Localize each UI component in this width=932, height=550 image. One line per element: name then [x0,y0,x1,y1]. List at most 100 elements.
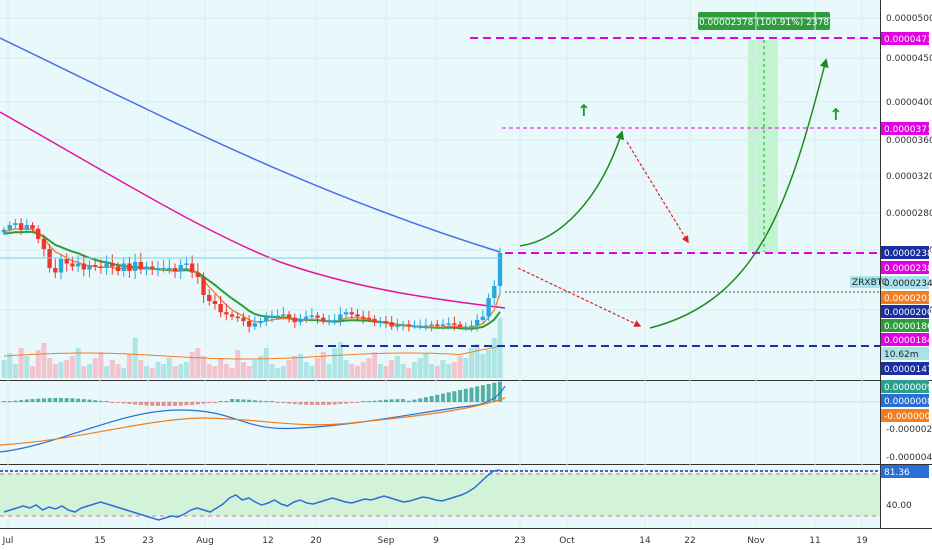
time-tick-label: Sep [378,536,395,546]
macd-hist-bar [47,398,52,402]
candle [13,218,18,230]
candle-body [469,325,474,327]
candle [189,255,195,279]
candle-body [121,263,126,271]
price-pane-bg [0,0,880,380]
symbol-tag: ZRXBTC [850,276,888,288]
macd-tag-text: 0.00000085 [884,397,932,407]
price-tag-text: 0.00001846 [884,336,932,346]
price-tag-text: 0.00002038 [884,294,932,304]
volume-bar [263,348,269,378]
ema-orange-line [3,228,501,329]
volume-bar [218,358,224,378]
volume-bar [292,356,298,378]
macd-hist-bar [389,399,394,402]
price-tag-bg [881,261,929,274]
time-tick-label: 9 [433,536,439,546]
macd-hist-bar [207,402,212,404]
time-tick-label: Nov [747,536,765,546]
candle-body [195,272,201,277]
candle [326,314,332,326]
macd-hist-bar [418,398,423,402]
macd-hist-bar [127,402,132,405]
volume-bar [1,360,7,378]
price-tag-bg [881,347,929,360]
volume-bar [24,356,30,378]
candle-body [75,263,81,267]
volume-bar [411,362,417,378]
price-tag-bg [881,333,929,346]
macd-tag: -0.00000006 [881,409,932,422]
macd-hist-bar [292,402,297,405]
volume-bar [18,348,24,378]
candle-body [161,268,166,270]
macd-hist-bar [235,399,240,402]
candle-body [218,304,223,313]
price-tag-text: 0.00002386 [884,249,932,259]
macd-hist-bar [247,399,252,402]
price-tag-text: 10.62m [884,350,919,360]
volume-bar [98,352,104,378]
candle [150,260,155,275]
candle [497,247,503,295]
candle [321,313,326,325]
macd-hist-bar [349,402,354,404]
candle [366,310,372,323]
candle-body [492,286,497,298]
volume-bar [109,360,115,378]
volume-bar [337,342,343,378]
candle [18,218,24,235]
macd-hist-bar [395,399,400,402]
time-axis: Jul 15 23 Aug 12 20 Sep 9 23 Oct 14 22 Nov 11 19 [0,529,932,550]
forecast-arrow-down-2 [517,267,642,327]
candle-body [264,316,269,322]
rsi-tag: 81.36 [881,465,929,478]
candle-body [355,314,360,317]
time-tick-label: 19 [856,536,868,546]
candle [269,310,275,323]
rsi-tick-label: 40.00 [886,501,912,511]
macd-hist-bar [315,402,320,405]
volume-bar [240,362,246,378]
macd-hist-bar [264,401,269,402]
candle-body [184,263,189,265]
volume-bar [229,368,235,378]
macd-hist-bar [212,402,217,403]
candle-body [395,325,400,327]
price-tag: 10.62m [881,347,929,360]
candle-body [178,265,183,271]
candle [224,303,229,321]
candle [275,309,280,319]
macd-hist-bar [281,402,286,404]
candle [127,256,132,278]
candle [218,295,223,318]
candles [1,218,503,333]
macd-hist-bar [338,402,343,405]
volume-bar [75,348,81,378]
volume-bar [297,354,303,378]
volume-bar [144,366,150,378]
macd-hist-bar [218,401,223,402]
candle-body [309,315,315,318]
grid [0,0,880,528]
candle-body [435,324,440,326]
volume-bar [195,348,201,378]
candle-body [47,249,52,268]
macd-hist-bar [230,399,235,402]
symbol-tag-text: ZRXBTC [852,278,888,288]
time-tick-label: 15 [94,536,105,546]
macd-hist-bar [81,399,86,402]
price-scale-bg [880,0,932,550]
candle-body [406,324,411,326]
candle [486,293,491,321]
candle [87,260,92,278]
candle [474,313,480,332]
macd-hist-bar [190,402,195,405]
macd-hist-bar [406,400,411,402]
volume-bar [457,356,463,378]
volume-bar [463,358,469,378]
measure-box[interactable] [748,40,778,252]
